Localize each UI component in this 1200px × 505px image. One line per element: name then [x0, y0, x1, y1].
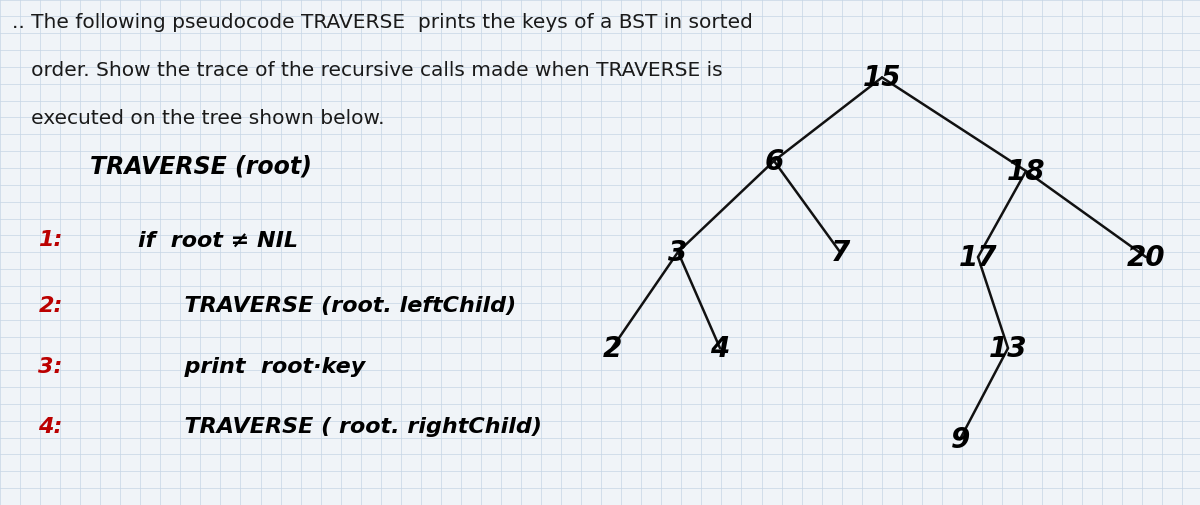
Text: .. The following pseudocode TRAVERSE  prints the keys of a BST in sorted: .. The following pseudocode TRAVERSE pri… — [12, 13, 752, 32]
Text: print  root·key: print root·key — [138, 356, 365, 376]
Text: 9: 9 — [950, 425, 970, 453]
Text: 1:: 1: — [38, 230, 62, 250]
Text: TRAVERSE ( root. rightChild): TRAVERSE ( root. rightChild) — [138, 417, 542, 437]
Text: 20: 20 — [1127, 243, 1165, 272]
Text: 17: 17 — [959, 243, 997, 272]
Text: 15: 15 — [863, 64, 901, 92]
Text: TRAVERSE (root): TRAVERSE (root) — [90, 154, 312, 178]
Text: 3:: 3: — [38, 356, 62, 376]
Text: if  root ≠ NIL: if root ≠ NIL — [138, 230, 298, 250]
Text: 6: 6 — [764, 147, 784, 176]
Text: 4:: 4: — [38, 417, 62, 437]
Text: 18: 18 — [1007, 158, 1045, 186]
Text: TRAVERSE (root. leftChild): TRAVERSE (root. leftChild) — [138, 295, 516, 316]
Text: 3: 3 — [668, 238, 688, 267]
Text: 13: 13 — [989, 334, 1027, 363]
Text: 7: 7 — [830, 238, 850, 267]
Text: executed on the tree shown below.: executed on the tree shown below. — [12, 109, 384, 128]
Text: 2:: 2: — [38, 295, 62, 316]
Text: 2: 2 — [602, 334, 622, 363]
Text: 4: 4 — [710, 334, 730, 363]
Text: order. Show the trace of the recursive calls made when TRAVERSE is: order. Show the trace of the recursive c… — [12, 61, 722, 80]
